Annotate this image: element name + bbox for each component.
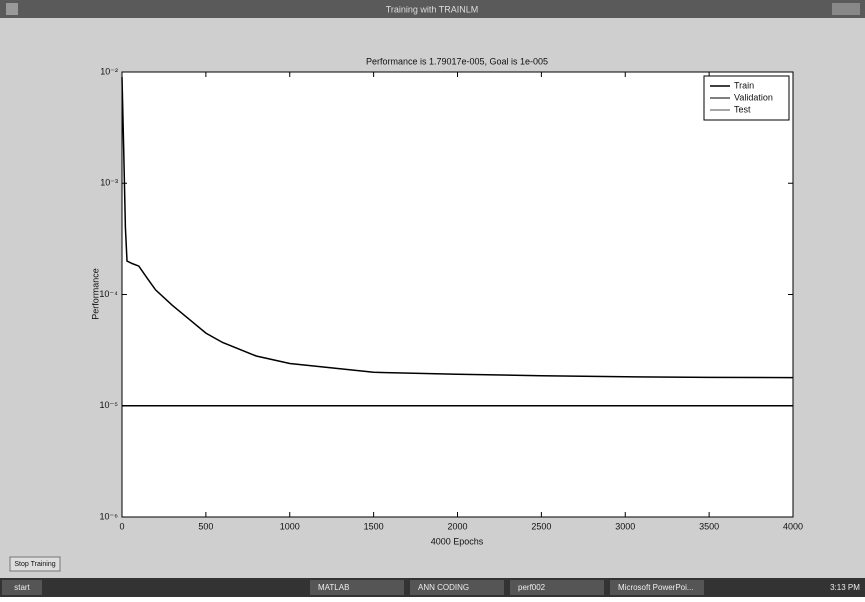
taskbar-item-label[interactable]: MATLAB [318, 583, 349, 592]
clock: 3:13 PM [830, 583, 860, 592]
x-axis-label: 4000 Epochs [431, 536, 484, 546]
taskbar-item-label[interactable]: ANN CODING [418, 583, 469, 592]
start-button[interactable] [2, 580, 42, 595]
x-tick-label: 3000 [615, 521, 635, 531]
x-tick-label: 0 [119, 521, 124, 531]
x-tick-label: 4000 [783, 521, 803, 531]
y-tick-label: 10⁻⁶ [100, 511, 119, 521]
stop-button-label[interactable]: Stop Training [14, 561, 55, 568]
window-icon [6, 3, 18, 15]
taskbar-item[interactable] [610, 580, 704, 595]
taskbar-item-label[interactable]: perf002 [518, 583, 546, 592]
x-tick-label: 3500 [699, 521, 719, 531]
x-tick-label: 1500 [364, 521, 384, 531]
title-bar [0, 0, 865, 18]
x-tick-label: 1000 [280, 521, 300, 531]
legend-label: Train [734, 80, 754, 90]
y-tick-label: 10⁻² [100, 66, 118, 76]
x-tick-label: 2000 [447, 521, 467, 531]
x-tick-label: 500 [198, 521, 213, 531]
taskbar-item[interactable] [410, 580, 504, 595]
x-tick-label: 2500 [531, 521, 551, 531]
window-title: Training with TRAINLM [386, 4, 479, 14]
axes [121, 71, 794, 518]
train-line [121, 77, 794, 379]
y-tick-label: 10⁻⁴ [99, 289, 118, 299]
stop-button[interactable] [9, 556, 61, 572]
y-axis-label: Performance [90, 268, 100, 320]
y-tick-label: 10⁻³ [100, 178, 118, 188]
taskbar-item[interactable] [510, 580, 604, 595]
window-controls[interactable] [832, 3, 860, 15]
legend-label: Test [734, 104, 751, 114]
y-tick-label: 10⁻⁵ [100, 400, 119, 410]
legend-label: Validation [734, 92, 773, 102]
chart-title: Performance is 1.79017e-005, Goal is 1e-… [366, 56, 548, 66]
taskbar-item-label[interactable]: Microsoft PowerPoi... [618, 583, 694, 592]
taskbar-item[interactable] [310, 580, 404, 595]
start-label[interactable]: start [14, 583, 30, 592]
